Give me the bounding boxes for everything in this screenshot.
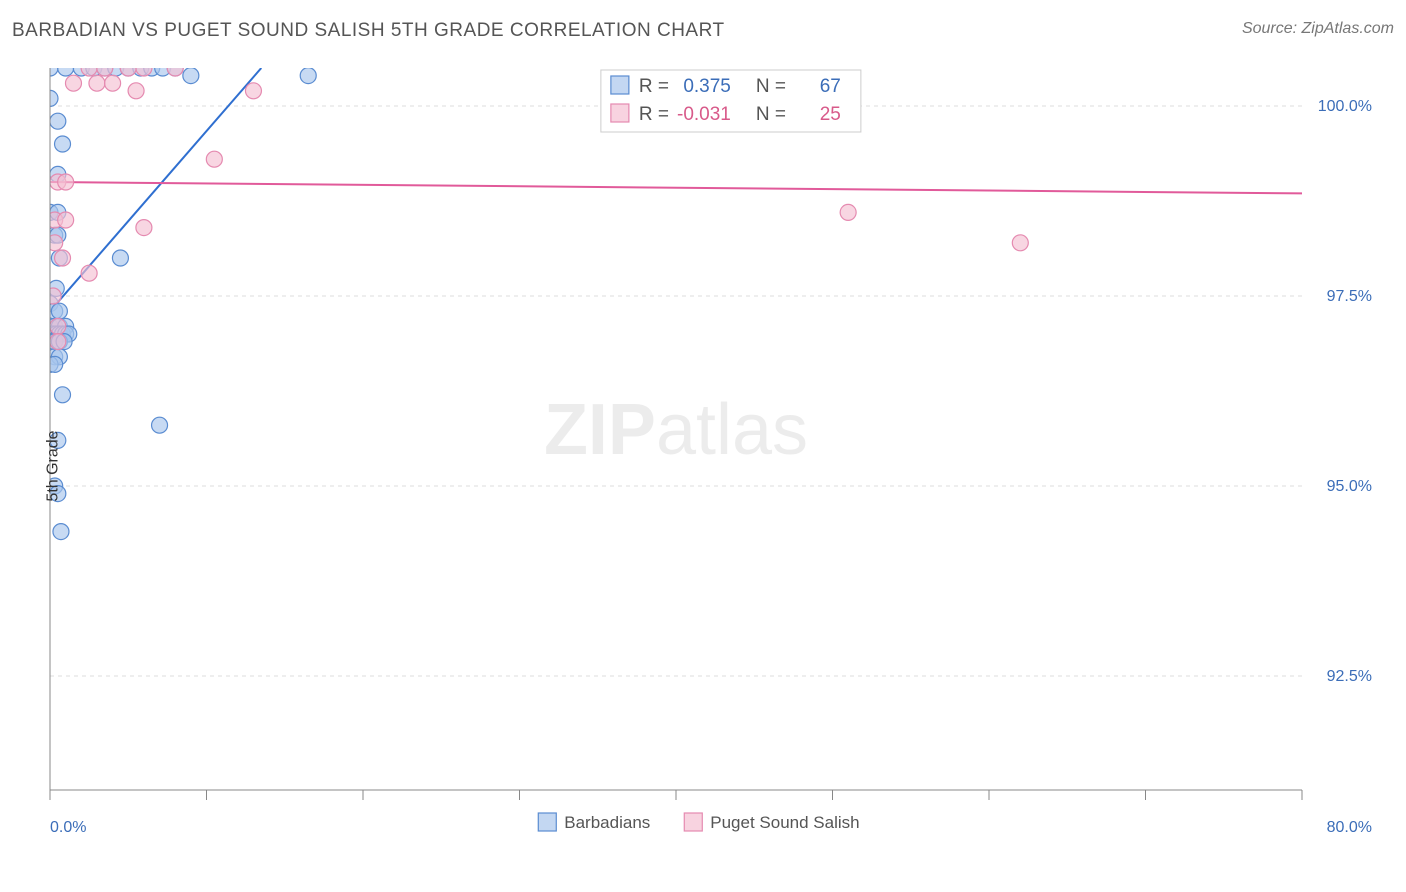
data-point-puget xyxy=(65,75,81,91)
data-point-barbadians xyxy=(53,524,69,540)
data-point-barbadians xyxy=(112,250,128,266)
data-point-puget xyxy=(206,151,222,167)
legend-swatch-barbadians xyxy=(611,76,629,94)
r-value-barbadians: 0.375 xyxy=(683,76,731,97)
y-tick-label: 95.0% xyxy=(1327,478,1372,495)
y-tick-label: 97.5% xyxy=(1327,288,1372,305)
data-point-puget xyxy=(245,83,261,99)
data-point-puget xyxy=(136,220,152,236)
bottom-legend-swatch-barbadians xyxy=(538,813,556,831)
data-point-puget xyxy=(50,334,66,350)
source-attribution: Source: ZipAtlas.com xyxy=(1242,20,1394,38)
data-point-puget xyxy=(81,265,97,281)
data-point-barbadians xyxy=(152,417,168,433)
data-point-puget xyxy=(1012,235,1028,251)
data-point-barbadians xyxy=(47,356,63,372)
bottom-legend-swatch-puget xyxy=(684,813,702,831)
data-point-puget xyxy=(55,250,71,266)
x-max-label: 80.0% xyxy=(1327,819,1372,836)
chart-title: BARBADIAN VS PUGET SOUND SALISH 5TH GRAD… xyxy=(12,20,725,41)
data-point-puget xyxy=(58,212,74,228)
data-point-puget xyxy=(81,60,97,76)
trend-line-puget xyxy=(50,182,1302,193)
data-point-puget xyxy=(128,83,144,99)
data-point-barbadians xyxy=(55,387,71,403)
data-point-puget xyxy=(136,60,152,76)
data-point-puget xyxy=(50,318,66,334)
n-label: N = xyxy=(756,76,786,97)
data-point-barbadians xyxy=(58,60,74,76)
data-point-barbadians xyxy=(51,303,67,319)
data-point-barbadians xyxy=(183,68,199,84)
y-tick-label: 100.0% xyxy=(1318,98,1372,115)
bottom-legend-label-barbadians: Barbadians xyxy=(564,813,650,832)
data-point-puget xyxy=(840,204,856,220)
data-point-puget xyxy=(97,60,113,76)
r-value-puget: -0.031 xyxy=(677,104,731,125)
data-point-barbadians xyxy=(55,136,71,152)
bottom-legend-label-puget: Puget Sound Salish xyxy=(710,813,859,832)
r-label: R = xyxy=(639,76,669,97)
n-value-puget: 25 xyxy=(820,104,841,125)
data-point-puget xyxy=(58,174,74,190)
n-label: N = xyxy=(756,104,786,125)
data-point-puget xyxy=(89,75,105,91)
watermark: ZIPatlas xyxy=(544,390,808,470)
data-point-puget xyxy=(120,60,136,76)
data-point-puget xyxy=(167,60,183,76)
legend-swatch-puget xyxy=(611,104,629,122)
data-point-barbadians xyxy=(300,68,316,84)
y-tick-label: 92.5% xyxy=(1327,668,1372,685)
data-point-puget xyxy=(45,288,61,304)
x-min-label: 0.0% xyxy=(50,819,86,836)
scatter-chart: 92.5% 95.0% 97.5% 100.0% ZIPatlas 0.0% 80.0% R … xyxy=(12,60,1394,872)
data-point-puget xyxy=(47,235,63,251)
n-value-barbadians: 67 xyxy=(820,76,841,97)
data-point-puget xyxy=(105,75,121,91)
data-point-barbadians xyxy=(50,113,66,129)
y-axis-label: 5th Grade xyxy=(45,430,63,501)
r-label: R = xyxy=(639,104,669,125)
